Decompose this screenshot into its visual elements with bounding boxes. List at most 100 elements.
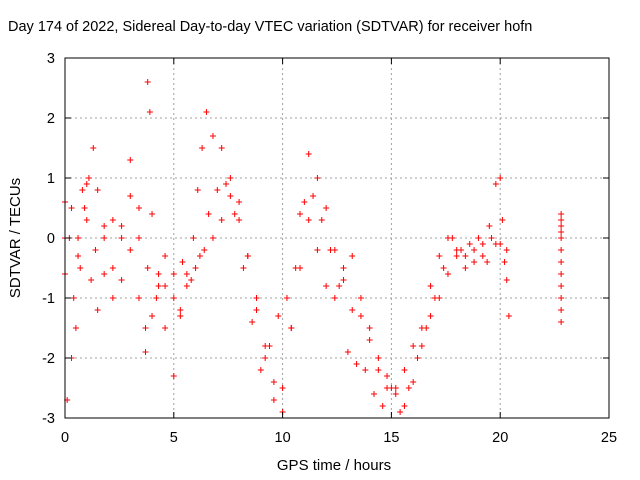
data-point bbox=[466, 241, 473, 247]
data-point bbox=[492, 181, 499, 187]
data-point bbox=[449, 235, 456, 241]
data-point bbox=[209, 235, 216, 241]
data-point bbox=[505, 313, 512, 319]
data-point bbox=[340, 277, 347, 283]
data-point bbox=[118, 223, 125, 229]
data-point bbox=[199, 145, 206, 151]
data-point bbox=[410, 343, 417, 349]
data-point bbox=[142, 349, 149, 355]
data-point bbox=[118, 277, 125, 283]
data-point bbox=[558, 319, 565, 325]
y-tick-label: 2 bbox=[47, 111, 55, 127]
data-point bbox=[177, 313, 184, 319]
data-point bbox=[340, 265, 347, 271]
data-point bbox=[162, 325, 169, 331]
x-tick-label: 20 bbox=[492, 430, 508, 446]
data-point bbox=[142, 325, 149, 331]
data-point bbox=[262, 355, 269, 361]
data-point bbox=[392, 391, 399, 397]
data-point bbox=[90, 145, 97, 151]
data-point bbox=[109, 217, 116, 223]
data-point bbox=[492, 241, 499, 247]
chart-title: Day 174 of 2022, Sidereal Day-to-day VTE… bbox=[8, 19, 532, 35]
data-point bbox=[218, 145, 225, 151]
data-point bbox=[462, 253, 469, 259]
x-tick-label: 25 bbox=[601, 430, 617, 446]
data-point bbox=[305, 217, 312, 223]
data-point bbox=[127, 193, 134, 199]
data-point bbox=[190, 235, 197, 241]
data-point bbox=[453, 253, 460, 259]
data-point bbox=[101, 271, 108, 277]
data-point bbox=[323, 205, 330, 211]
data-point bbox=[349, 307, 356, 313]
data-point bbox=[266, 343, 273, 349]
data-point bbox=[462, 265, 469, 271]
y-tick-label: 1 bbox=[47, 171, 55, 187]
data-point bbox=[384, 373, 391, 379]
data-point bbox=[366, 325, 373, 331]
data-point bbox=[135, 235, 142, 241]
data-point bbox=[318, 217, 325, 223]
data-point bbox=[423, 325, 430, 331]
data-point bbox=[75, 235, 82, 241]
data-point bbox=[427, 313, 434, 319]
data-point bbox=[414, 355, 421, 361]
data-point bbox=[558, 259, 565, 265]
data-point bbox=[558, 283, 565, 289]
y-axis-ticks: 3 2 1 0 -1 -2 -3 bbox=[42, 51, 609, 427]
data-point bbox=[227, 175, 234, 181]
data-point bbox=[275, 313, 282, 319]
x-tick-label: 15 bbox=[383, 430, 399, 446]
data-point bbox=[196, 253, 203, 259]
data-point bbox=[144, 79, 151, 85]
data-point bbox=[244, 253, 251, 259]
data-point bbox=[397, 409, 404, 415]
data-point bbox=[253, 295, 260, 301]
data-point bbox=[405, 385, 412, 391]
data-point bbox=[101, 235, 108, 241]
x-tick-label: 5 bbox=[170, 430, 178, 446]
data-point bbox=[558, 295, 565, 301]
data-point bbox=[558, 211, 565, 217]
data-point bbox=[70, 295, 77, 301]
data-point bbox=[440, 265, 447, 271]
data-point bbox=[357, 313, 364, 319]
data-point bbox=[149, 313, 156, 319]
data-point bbox=[486, 223, 493, 229]
data-point bbox=[499, 217, 506, 223]
data-point bbox=[177, 307, 184, 313]
data-point bbox=[418, 343, 425, 349]
data-point bbox=[240, 265, 247, 271]
data-point bbox=[83, 217, 90, 223]
data-point bbox=[479, 253, 486, 259]
data-point bbox=[301, 199, 308, 205]
data-point bbox=[297, 211, 304, 217]
data-point bbox=[327, 247, 334, 253]
data-point bbox=[135, 205, 142, 211]
data-point bbox=[127, 157, 134, 163]
data-point bbox=[497, 175, 504, 181]
data-point bbox=[153, 295, 160, 301]
data-point bbox=[101, 223, 108, 229]
data-point bbox=[292, 265, 299, 271]
data-point bbox=[170, 271, 177, 277]
data-point bbox=[458, 247, 465, 253]
data-point bbox=[127, 247, 134, 253]
data-point bbox=[194, 187, 201, 193]
data-point bbox=[81, 205, 88, 211]
data-point bbox=[183, 271, 190, 277]
data-point bbox=[370, 391, 377, 397]
data-point bbox=[484, 259, 491, 265]
data-point bbox=[85, 175, 92, 181]
data-point bbox=[558, 217, 565, 223]
series-trace-d bbox=[558, 211, 565, 325]
data-point bbox=[236, 199, 243, 205]
data-point bbox=[379, 403, 386, 409]
data-point bbox=[109, 295, 116, 301]
data-point bbox=[431, 295, 438, 301]
data-point bbox=[401, 403, 408, 409]
data-point bbox=[362, 367, 369, 373]
data-point bbox=[92, 247, 99, 253]
